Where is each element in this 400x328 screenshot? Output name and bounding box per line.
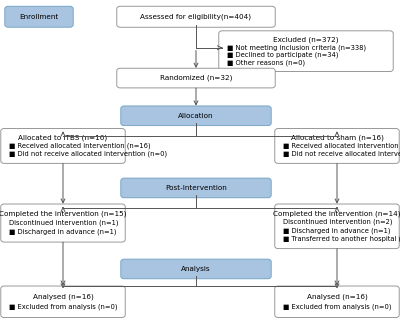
Text: ■ Declined to participate (n=34): ■ Declined to participate (n=34)	[227, 52, 338, 58]
FancyBboxPatch shape	[121, 106, 271, 126]
Text: Allocated to sham (n=16): Allocated to sham (n=16)	[290, 134, 384, 141]
Text: ■ Excluded from analysis (n=0): ■ Excluded from analysis (n=0)	[9, 304, 117, 310]
Text: Post-Intervention: Post-Intervention	[165, 185, 227, 191]
Text: Analysed (n=16): Analysed (n=16)	[307, 293, 367, 300]
Text: ■ Did not receive allocated intervention (n=0): ■ Did not receive allocated intervention…	[283, 151, 400, 157]
Text: Assessed for eligibility(n=404): Assessed for eligibility(n=404)	[140, 13, 252, 20]
Text: Discontinued intervention (n=2): Discontinued intervention (n=2)	[283, 219, 392, 225]
Text: ■ Discharged in advance (n=1): ■ Discharged in advance (n=1)	[9, 229, 116, 236]
Text: Excluded (n=372): Excluded (n=372)	[273, 37, 339, 43]
Text: ■ Excluded from analysis (n=0): ■ Excluded from analysis (n=0)	[283, 304, 391, 310]
Text: ■ Not meeting inclusion criteria (n=338): ■ Not meeting inclusion criteria (n=338)	[227, 44, 366, 51]
FancyBboxPatch shape	[1, 286, 125, 318]
Text: ■ Did not receive allocated intervention (n=0): ■ Did not receive allocated intervention…	[9, 151, 167, 157]
Text: Enrollment: Enrollment	[19, 14, 59, 20]
FancyBboxPatch shape	[1, 204, 125, 242]
FancyBboxPatch shape	[117, 6, 275, 27]
Text: Discontinued intervention (n=1): Discontinued intervention (n=1)	[9, 220, 118, 226]
FancyBboxPatch shape	[117, 68, 275, 88]
FancyBboxPatch shape	[121, 259, 271, 279]
Text: Completed the intervention (n=15): Completed the intervention (n=15)	[0, 211, 127, 217]
FancyBboxPatch shape	[275, 204, 399, 249]
FancyBboxPatch shape	[275, 129, 399, 163]
FancyBboxPatch shape	[275, 286, 399, 318]
Text: Allocation: Allocation	[178, 113, 214, 119]
Text: ■ Received allocated intervention (n=16): ■ Received allocated intervention (n=16)	[283, 143, 400, 149]
Text: ■ Other reasons (n=0): ■ Other reasons (n=0)	[227, 59, 305, 66]
Text: Allocated to iTBS (n=16): Allocated to iTBS (n=16)	[18, 134, 108, 141]
FancyBboxPatch shape	[219, 31, 393, 72]
FancyBboxPatch shape	[1, 129, 125, 163]
Text: Analysed (n=16): Analysed (n=16)	[33, 293, 93, 300]
Text: ■ Received allocated intervention (n=16): ■ Received allocated intervention (n=16)	[9, 143, 150, 149]
Text: ■ Transferred to another hospital (n=1): ■ Transferred to another hospital (n=1)	[283, 236, 400, 242]
Text: Completed the intervention (n=14): Completed the intervention (n=14)	[273, 210, 400, 217]
Text: ■ Discharged in advance (n=1): ■ Discharged in advance (n=1)	[283, 227, 390, 234]
FancyBboxPatch shape	[121, 178, 271, 198]
Text: Randomized (n=32): Randomized (n=32)	[160, 75, 232, 81]
FancyBboxPatch shape	[5, 6, 73, 27]
Text: Analysis: Analysis	[181, 266, 211, 272]
